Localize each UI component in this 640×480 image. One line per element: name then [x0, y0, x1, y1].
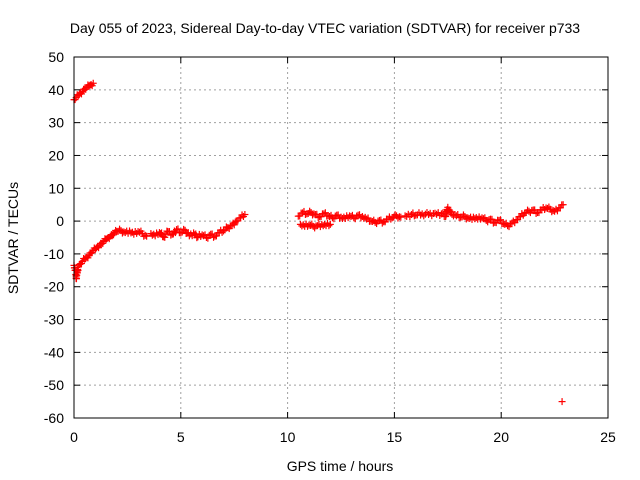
- data-point: [141, 231, 149, 239]
- data-point: [459, 211, 467, 219]
- y-tick-label: 0: [56, 213, 64, 229]
- y-tick-label: 10: [48, 180, 64, 196]
- data-point: [180, 225, 188, 233]
- data-point: [161, 233, 169, 241]
- data-point: [84, 254, 92, 262]
- data-point: [116, 225, 124, 233]
- data-point: [325, 222, 333, 230]
- outlier-point: [558, 398, 566, 406]
- y-tick-label: 50: [48, 49, 64, 65]
- plot-frame: [73, 56, 609, 419]
- x-tick-label: 0: [70, 429, 78, 445]
- data-point: [82, 85, 90, 93]
- x-tick-label: 10: [280, 429, 296, 445]
- data-point: [417, 211, 425, 219]
- data-point: [306, 207, 314, 215]
- y-tick-label: -30: [44, 312, 64, 328]
- x-tick-label: 15: [387, 429, 403, 445]
- x-axis-label: GPS time / hours: [287, 458, 394, 474]
- y-tick-label: -50: [44, 377, 64, 393]
- x-tick-label: 25: [600, 429, 616, 445]
- y-tick-label: 40: [48, 82, 64, 98]
- x-tick-label: 5: [177, 429, 185, 445]
- chart-title: Day 055 of 2023, Sidereal Day-to-day VTE…: [70, 20, 580, 36]
- data-point: [559, 201, 567, 209]
- x-tick-label: 20: [493, 429, 509, 445]
- data-point: [158, 229, 166, 237]
- y-tick-label: 20: [48, 147, 64, 163]
- grid-lines: [74, 57, 608, 418]
- data-point: [220, 227, 228, 235]
- axis-ticks: 0 5 10 15 20 25 -60 -50 -40 -30 -20 -10 0 10 20 30 40 50: [44, 49, 616, 445]
- data-point: [425, 211, 433, 219]
- y-tick-label: 30: [48, 115, 64, 131]
- data-point: [420, 212, 428, 220]
- data-point: [89, 79, 97, 87]
- y-tick-label: -20: [44, 279, 64, 295]
- data-point: [410, 212, 418, 220]
- y-tick-label: -10: [44, 246, 64, 262]
- data-point: [397, 213, 405, 221]
- data-point: [241, 211, 249, 219]
- data-point: [143, 232, 151, 240]
- data-points: [70, 79, 567, 406]
- y-axis-label: SDTVAR / TECUs: [5, 182, 21, 294]
- y-tick-label: -60: [44, 410, 64, 426]
- y-tick-label: -40: [44, 344, 64, 360]
- data-point: [496, 216, 504, 224]
- data-point: [326, 220, 334, 228]
